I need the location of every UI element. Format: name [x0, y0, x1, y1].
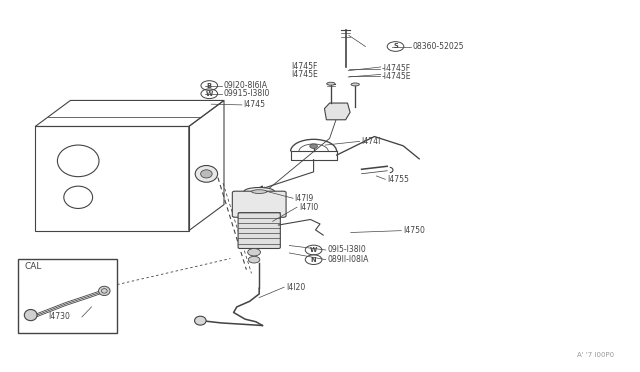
- Text: B: B: [207, 83, 212, 89]
- Text: l474l: l474l: [362, 137, 381, 146]
- Circle shape: [248, 248, 260, 256]
- Text: CAL: CAL: [24, 262, 42, 271]
- Ellipse shape: [201, 170, 212, 178]
- Text: 09l5-l38l0: 09l5-l38l0: [328, 246, 367, 254]
- Text: N: N: [311, 257, 316, 263]
- Text: l4745: l4745: [243, 100, 265, 109]
- Text: -l4745F: -l4745F: [381, 64, 411, 73]
- Text: 09l20-8l6lA: 09l20-8l6lA: [224, 81, 268, 90]
- Ellipse shape: [24, 310, 37, 321]
- Ellipse shape: [195, 316, 206, 325]
- Ellipse shape: [252, 190, 267, 193]
- Text: 08360-52025: 08360-52025: [413, 42, 464, 51]
- Bar: [18, 259, 117, 333]
- Ellipse shape: [244, 187, 275, 196]
- Polygon shape: [324, 103, 350, 120]
- Text: l4745E: l4745E: [291, 70, 318, 79]
- Text: l4730: l4730: [48, 312, 70, 321]
- Text: W: W: [310, 247, 317, 253]
- Text: l47l0: l47l0: [299, 203, 318, 212]
- Ellipse shape: [195, 166, 218, 182]
- FancyBboxPatch shape: [238, 213, 280, 248]
- Ellipse shape: [351, 83, 360, 86]
- Text: -l4745E: -l4745E: [381, 72, 411, 81]
- Text: l4l20: l4l20: [286, 283, 305, 292]
- Ellipse shape: [99, 286, 110, 295]
- Circle shape: [248, 256, 260, 263]
- Text: l4750: l4750: [403, 226, 425, 235]
- Text: 089ll-l08lA: 089ll-l08lA: [328, 255, 369, 264]
- FancyBboxPatch shape: [232, 191, 286, 217]
- Ellipse shape: [326, 82, 335, 85]
- Text: S: S: [393, 44, 398, 49]
- Text: A' '7 l00P0: A' '7 l00P0: [577, 352, 614, 358]
- Text: l47l9: l47l9: [294, 194, 314, 203]
- Text: l4755: l4755: [387, 175, 409, 184]
- Text: l4745F: l4745F: [291, 62, 317, 71]
- Text: 09915-l38l0: 09915-l38l0: [224, 89, 270, 98]
- Circle shape: [310, 144, 317, 148]
- Text: W: W: [205, 91, 213, 97]
